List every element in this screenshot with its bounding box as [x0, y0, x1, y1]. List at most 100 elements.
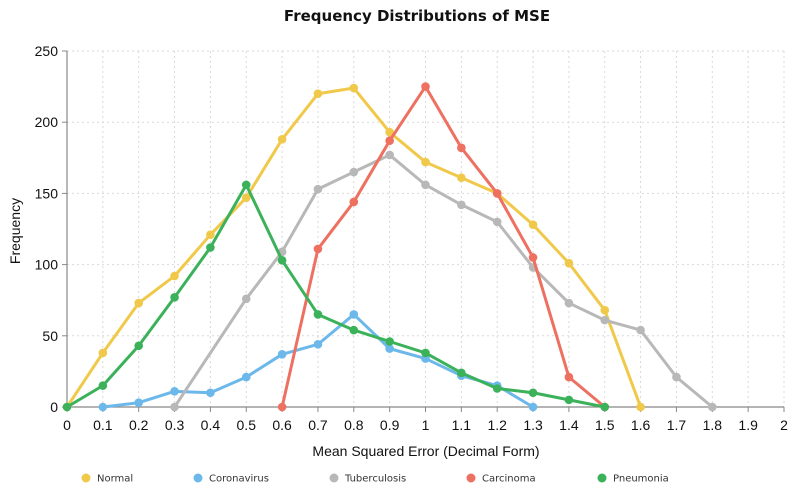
- legend-swatch: [193, 473, 203, 483]
- series-layer: [62, 82, 717, 412]
- x-tick-label: 0.4: [201, 417, 221, 433]
- data-point-normal: [277, 134, 287, 144]
- data-point-coronavirus: [385, 344, 394, 353]
- data-point-pneumonia: [134, 341, 143, 351]
- data-point-tuberculosis: [672, 372, 681, 382]
- legend-item-carcinoma: Carcinoma: [466, 473, 536, 485]
- x-tick-label: 0.6: [272, 417, 292, 433]
- data-point-pneumonia: [564, 395, 574, 405]
- data-point-coronavirus: [98, 402, 108, 412]
- data-point-tuberculosis: [313, 184, 323, 194]
- data-point-carcinoma: [564, 372, 574, 382]
- legend-swatch: [81, 473, 91, 483]
- data-point-pneumonia: [62, 402, 72, 412]
- x-tick-label: 1.3: [523, 417, 543, 433]
- series-line-tuberculosis: [173, 153, 714, 409]
- x-tick-label: 1.6: [631, 417, 651, 433]
- data-point-pneumonia: [170, 293, 179, 302]
- data-point-pneumonia: [98, 381, 108, 390]
- x-tick-label: 0: [63, 417, 71, 433]
- data-point-tuberculosis: [170, 402, 179, 412]
- series-pneumonia: [62, 180, 610, 412]
- x-tick-label: 0.3: [165, 417, 185, 433]
- data-point-normal: [457, 173, 466, 183]
- data-point-normal: [98, 348, 108, 358]
- x-tick-label: 0.2: [129, 417, 149, 433]
- x-tick-label: 1.4: [559, 417, 579, 433]
- data-point-pneumonia: [241, 180, 251, 190]
- x-axis-label: Mean Squared Error (Decimal Form): [312, 443, 539, 459]
- x-tick-label: 1: [422, 417, 430, 433]
- data-point-tuberculosis: [349, 167, 359, 177]
- x-tick-label: 1.2: [487, 417, 507, 433]
- data-point-pneumonia: [600, 402, 610, 412]
- data-point-coronavirus: [528, 402, 538, 412]
- legend-label: Normal: [97, 474, 133, 485]
- data-point-tuberculosis: [636, 325, 645, 335]
- y-tick-label: 100: [35, 257, 59, 273]
- data-point-carcinoma: [277, 402, 287, 412]
- legend-item-coronavirus: Coronavirus: [193, 473, 269, 485]
- x-tick-label: 0.1: [93, 417, 113, 433]
- data-point-pneumonia: [206, 243, 215, 252]
- x-tick-label: 1.7: [667, 417, 687, 433]
- data-point-normal: [349, 83, 359, 93]
- legend: Normal Coronavirus Tuberculosis Carcinoma Pn…: [81, 473, 669, 485]
- data-point-normal: [313, 89, 323, 99]
- data-point-coronavirus: [349, 310, 359, 319]
- data-point-carcinoma: [349, 197, 359, 207]
- data-point-carcinoma: [528, 253, 538, 262]
- data-point-tuberculosis: [600, 315, 610, 325]
- chart-title: Frequency Distributions of MSE: [284, 7, 550, 25]
- data-point-carcinoma: [457, 143, 466, 153]
- data-point-normal: [170, 271, 179, 281]
- data-point-pneumonia: [421, 348, 430, 358]
- legend-item-pneumonia: Pneumonia: [597, 473, 669, 485]
- data-point-coronavirus: [206, 388, 215, 398]
- data-point-tuberculosis: [421, 180, 430, 190]
- x-tick-label: 0.7: [308, 417, 328, 433]
- y-axis-label: Frequency: [7, 198, 23, 264]
- data-point-coronavirus: [134, 398, 143, 408]
- legend-label: Tuberculosis: [344, 474, 406, 485]
- data-point-tuberculosis: [492, 217, 502, 227]
- axes: 0 0.1 0.2 0.3 0.4 0.5 0.6 0.7 0.8 0.9 1 1.1 1.2 1.3 1.…: [35, 43, 788, 433]
- x-tick-label: 1.8: [703, 417, 723, 433]
- data-point-pneumonia: [457, 368, 466, 378]
- data-point-normal: [241, 193, 251, 202]
- legend-swatch: [597, 473, 607, 483]
- legend-label: Carcinoma: [482, 474, 536, 485]
- x-tick-label: 1.5: [595, 417, 615, 433]
- data-point-pneumonia: [349, 325, 359, 335]
- legend-item-normal: Normal: [81, 473, 133, 485]
- data-point-normal: [636, 402, 645, 412]
- data-point-normal: [134, 298, 143, 308]
- series-line-pneumonia: [65, 183, 607, 409]
- data-point-normal: [206, 230, 215, 239]
- legend-label: Coronavirus: [209, 474, 269, 485]
- data-point-pneumonia: [385, 337, 394, 346]
- y-tick-label: 150: [35, 185, 59, 201]
- legend-swatch: [329, 473, 339, 483]
- data-point-coronavirus: [313, 340, 323, 349]
- data-point-normal: [421, 157, 430, 167]
- data-point-pneumonia: [277, 256, 287, 265]
- legend-label: Pneumonia: [613, 474, 669, 485]
- x-tick-label: 0.9: [380, 417, 400, 433]
- y-tick-label: 200: [35, 114, 59, 130]
- series-line-carcinoma: [280, 85, 607, 409]
- data-point-pneumonia: [313, 310, 323, 319]
- y-tick-label: 0: [50, 399, 58, 415]
- data-point-coronavirus: [170, 387, 179, 396]
- x-tick-label: 0.8: [344, 417, 364, 433]
- series-tuberculosis: [170, 150, 717, 412]
- data-point-normal: [385, 127, 394, 137]
- data-point-tuberculosis: [241, 294, 251, 304]
- x-tick-label: 1.9: [738, 417, 758, 433]
- data-point-tuberculosis: [708, 402, 717, 412]
- x-tick-label: 2: [780, 417, 788, 433]
- legend-swatch: [466, 473, 476, 483]
- data-point-normal: [564, 258, 574, 268]
- data-point-normal: [528, 220, 538, 230]
